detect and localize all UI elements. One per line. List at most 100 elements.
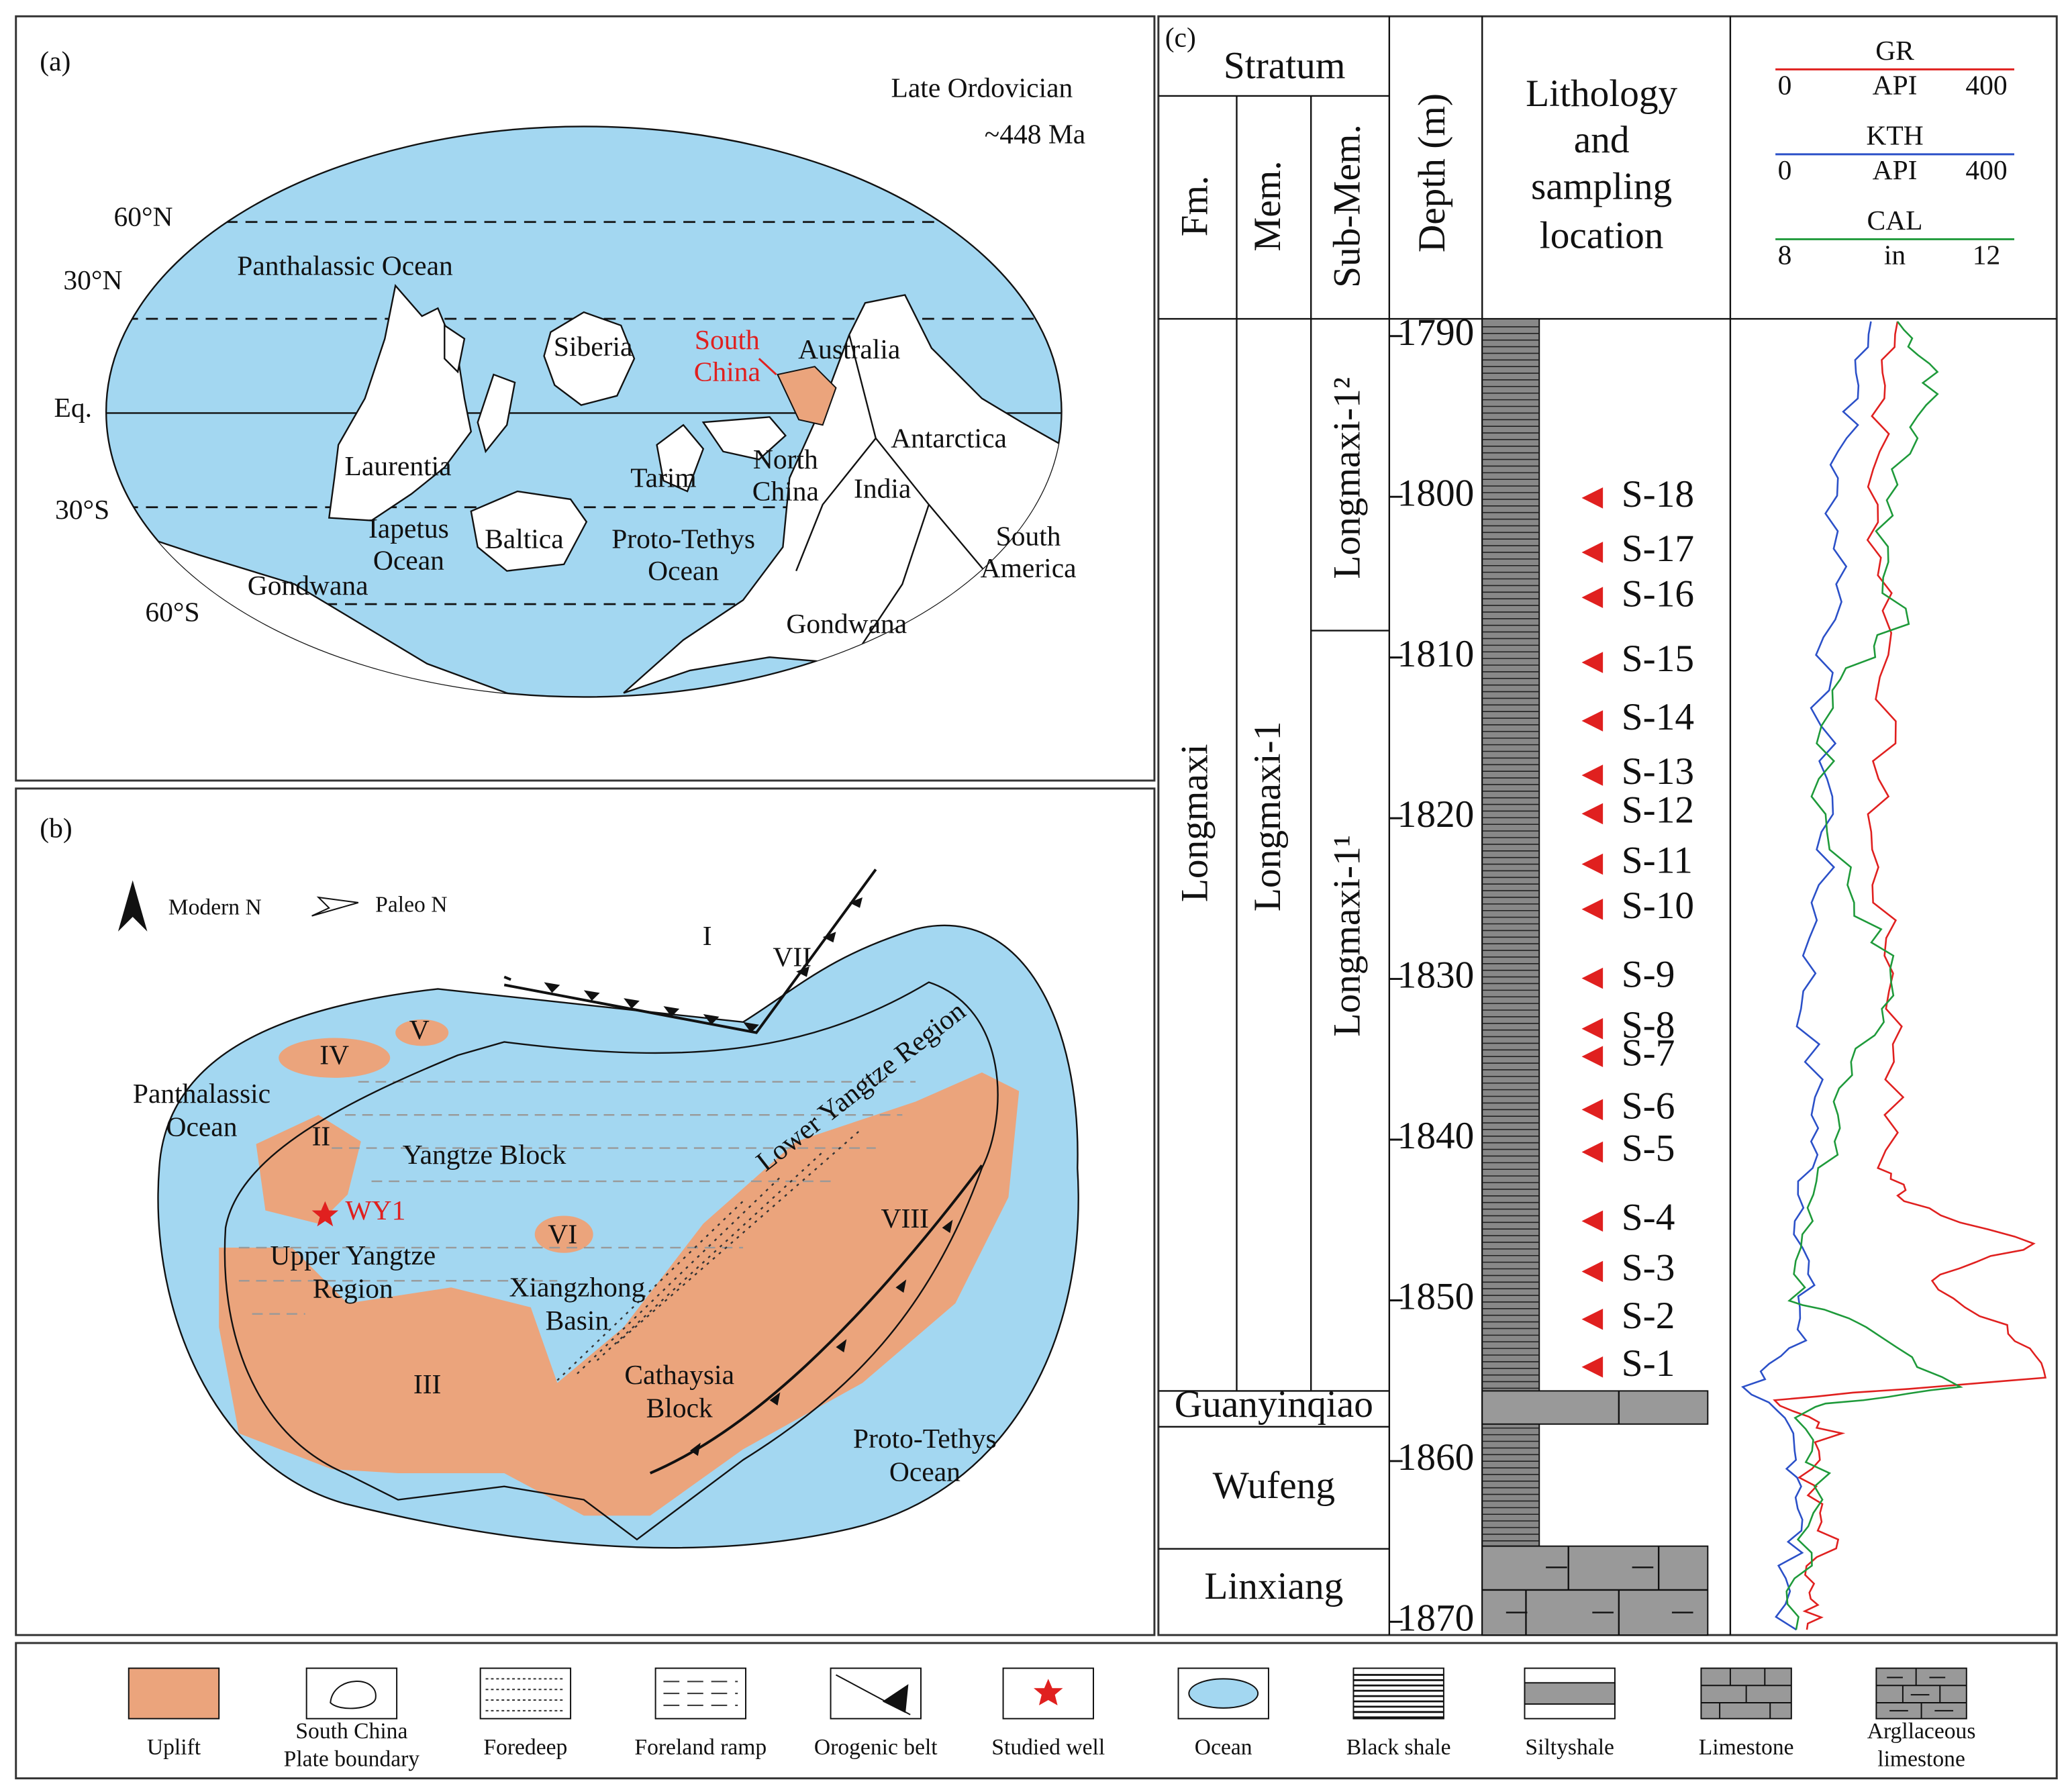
map-label: Yangtze Block <box>403 1139 566 1170</box>
sample-label: S-7 <box>1622 1032 1675 1074</box>
sample-label: S-12 <box>1622 789 1694 832</box>
map-label: Antarctica <box>891 422 1007 453</box>
latitude-label: 60°N <box>113 201 172 232</box>
legend-icon <box>1701 1668 1791 1719</box>
sample-marker <box>1581 803 1604 825</box>
map-label: South <box>695 324 760 355</box>
sample-marker <box>1581 764 1604 786</box>
map-label: VII <box>773 941 811 972</box>
log-min: 0 <box>1778 70 1792 101</box>
map-label: Ocean <box>648 555 719 586</box>
legend-item: Ocean <box>1177 1667 1269 1760</box>
map-label: Basin <box>546 1305 609 1336</box>
log-max: 400 <box>1965 70 2007 101</box>
panel-label: (c) <box>1165 21 1196 53</box>
formation: Wufeng <box>1213 1464 1335 1507</box>
map-label: Upper Yangtze <box>270 1240 436 1271</box>
sample-label: S-18 <box>1622 473 1694 515</box>
period: Late Ordovician <box>891 72 1073 103</box>
map-label: Proto-Tethys <box>853 1423 997 1454</box>
uplift-vi <box>534 1215 593 1253</box>
depth-label: 1820 <box>1397 793 1475 836</box>
log-curve <box>1773 321 2047 1630</box>
log-unit: API <box>1873 154 1918 185</box>
depth-label: 1790 <box>1397 311 1475 354</box>
legend-item: Foredeep <box>479 1667 572 1760</box>
map-label: I <box>703 920 712 951</box>
map-label: Gondwana <box>786 608 907 639</box>
panel-label: (a) <box>40 46 70 77</box>
log-name: CAL <box>1867 205 1923 236</box>
latitude-label: 60°S <box>145 596 199 627</box>
depth-label: 1800 <box>1397 472 1475 514</box>
legend-label: Ocean <box>1195 1735 1252 1760</box>
paleo-north-arrow <box>311 896 359 917</box>
sample-label: S-9 <box>1622 954 1675 996</box>
south-china <box>777 366 837 426</box>
map-label: America <box>981 552 1077 583</box>
legend: Uplift South China Plate boundary Foredeep F… <box>15 1642 2058 1780</box>
header: and <box>1574 119 1630 161</box>
header: Mem. <box>1246 160 1289 251</box>
map-label: Laurentia <box>345 450 452 481</box>
formation: Linxiang <box>1204 1565 1343 1607</box>
legend-item: South China Plate boundary <box>284 1667 420 1772</box>
log-max: 12 <box>1973 240 2001 270</box>
legend-label: Foredeep <box>483 1735 567 1760</box>
log-unit: in <box>1884 240 1906 270</box>
laurentia <box>328 284 473 521</box>
plate-boundary <box>224 981 999 1541</box>
sample-marker <box>1581 1308 1604 1330</box>
header: Stratum <box>1224 45 1346 87</box>
sample-label: S-8 <box>1622 1004 1675 1046</box>
header: Depth (m) <box>1411 93 1453 252</box>
latitude-label: Eq. <box>54 392 91 423</box>
sample-label: S-10 <box>1622 885 1694 927</box>
panel-label: (b) <box>40 813 72 844</box>
map-label: VIII <box>881 1203 929 1234</box>
sample-marker <box>1581 853 1604 875</box>
sub-member: Longmaxi-1² <box>1326 377 1369 579</box>
legend-item: Foreland ramp <box>634 1667 767 1760</box>
header: Lithology <box>1526 72 1677 115</box>
legend-label: limestone <box>1877 1747 1965 1772</box>
sample-label: S-1 <box>1622 1342 1675 1385</box>
legend-item: Limestone <box>1699 1667 1794 1760</box>
legend-icon <box>1034 1679 1063 1705</box>
legend-icon <box>1352 1667 1444 1720</box>
sample-label: S-5 <box>1622 1128 1675 1170</box>
map-label: V <box>409 1014 430 1045</box>
legend-item: Studied well <box>991 1667 1105 1760</box>
legend-frame <box>15 1642 2058 1780</box>
sample-marker <box>1581 1210 1604 1232</box>
latitude-label: 30°N <box>63 264 122 295</box>
foredeep <box>556 1128 863 1381</box>
sub-member: Longmaxi-1¹ <box>1326 835 1369 1037</box>
sample-label: S-4 <box>1622 1197 1675 1239</box>
sample-label: S-16 <box>1622 573 1694 615</box>
panel-c: (c) Stratum Fm. Mem. Sub-Mem. Depth (m) … <box>1157 15 2058 1640</box>
depth-label: 1860 <box>1397 1436 1475 1479</box>
map-label: Xiangzhong <box>509 1272 646 1303</box>
depth-label: 1810 <box>1397 633 1475 675</box>
legend-label: Foreland ramp <box>634 1735 767 1760</box>
log-unit: API <box>1873 70 1918 101</box>
orogenic-belt <box>649 1164 983 1475</box>
header: sampling <box>1531 165 1672 207</box>
map-label: South <box>996 521 1061 552</box>
legend-label: Orogenic belt <box>814 1735 938 1760</box>
islands <box>444 323 516 454</box>
legend-icon <box>305 1667 398 1720</box>
depth-label: 1850 <box>1397 1276 1475 1318</box>
well-star <box>311 1201 339 1227</box>
map-label: China <box>752 476 819 507</box>
siberia <box>543 311 636 406</box>
sample-label: S-6 <box>1622 1085 1675 1127</box>
map-label: Block <box>646 1393 713 1424</box>
map-label: Modern N <box>168 895 262 919</box>
orogenic-belt <box>503 868 877 1034</box>
legend-item: Black shale <box>1346 1667 1451 1760</box>
legend-item: Siltyshale <box>1524 1667 1616 1760</box>
tarim <box>656 424 705 493</box>
